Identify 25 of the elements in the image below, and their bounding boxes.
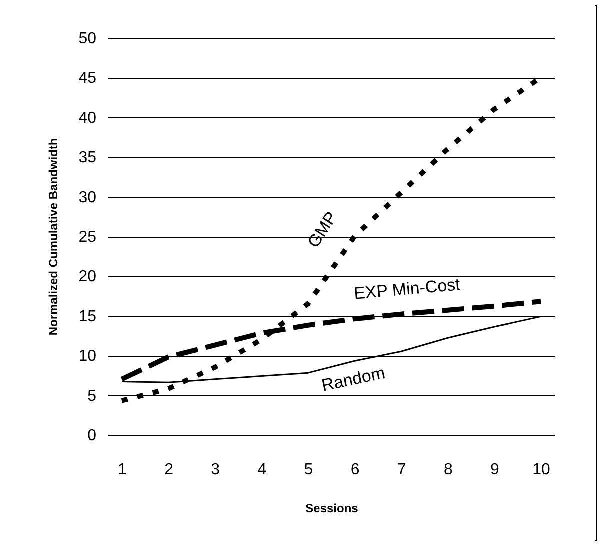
y-tick-label: 20 (78, 268, 97, 286)
x-tick-label: 7 (397, 462, 406, 478)
x-tick-label: 10 (532, 462, 551, 478)
y-tick-label: 50 (78, 30, 97, 48)
x-axis-title: Sessions (306, 502, 359, 516)
x-tick-label: 6 (350, 462, 360, 478)
x-tick-label: 1 (118, 462, 128, 478)
y-tick-label: 40 (78, 110, 97, 127)
y-tick-label: 10 (78, 348, 97, 366)
y-tick-label: 5 (88, 388, 97, 405)
y-axis-title: Normalized Cumulative Bandwidth (46, 138, 61, 336)
y-tick-label: 45 (78, 70, 97, 88)
x-tick-label: 9 (490, 462, 500, 478)
x-tick-label: 4 (258, 462, 267, 478)
x-tick-label: 8 (444, 462, 453, 478)
y-tick-label: 35 (78, 150, 97, 167)
series-label: EXP Min-Cost (353, 275, 462, 304)
x-tick-label: 5 (304, 462, 314, 478)
x-tick-label: 3 (211, 462, 220, 478)
text: Random (320, 363, 387, 396)
y-tick-label: 30 (78, 189, 97, 206)
x-tick-label: 2 (164, 462, 174, 478)
y-tick-label: 0 (88, 428, 97, 444)
y-tick-label: 25 (78, 229, 97, 246)
y-tick-label: 15 (78, 308, 97, 326)
